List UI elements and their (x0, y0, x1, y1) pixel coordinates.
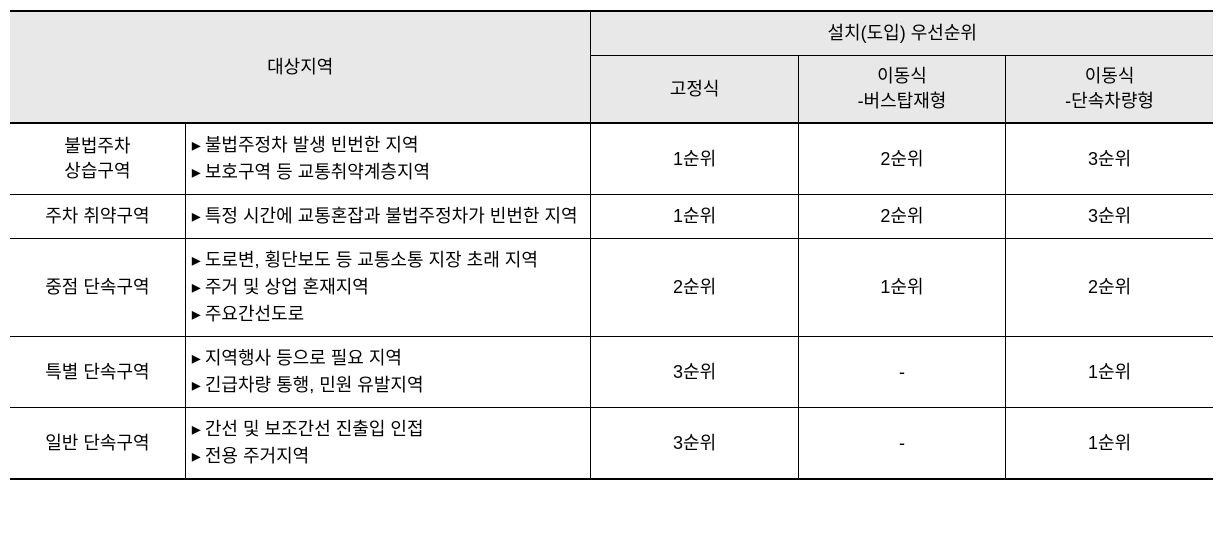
header-mobile-bus-line1: 이동식 (877, 66, 927, 86)
description-cell: 특정 시간에 교통혼잡과 불법주정차가 빈번한 지역 (185, 195, 591, 239)
description-item: 긴급차량 통행, 민원 유발지역 (192, 372, 581, 399)
zone-cell: 일반 단속구역 (10, 408, 185, 480)
description-item: 주요간선도로 (192, 301, 581, 328)
rank-fixed: 1순위 (591, 123, 798, 195)
table-row: 주차 취약구역 특정 시간에 교통혼잡과 불법주정차가 빈번한 지역 1순위2순위3… (10, 195, 1213, 239)
header-mobile-bus: 이동식 -버스탑재형 (798, 56, 1005, 124)
rank-mobile_vehicle: 3순위 (1006, 123, 1213, 195)
description-item: 보호구역 등 교통취약계층지역 (192, 159, 581, 186)
rank-mobile_bus: 2순위 (798, 195, 1005, 239)
description-item: 주거 및 상업 혼재지역 (192, 274, 581, 301)
description-cell: 불법주정차 발생 빈번한 지역보호구역 등 교통취약계층지역 (185, 123, 591, 195)
description-item: 도로변, 횡단보도 등 교통소통 지장 초래 지역 (192, 247, 581, 274)
header-priority-group: 설치(도입) 우선순위 (591, 11, 1213, 56)
table-row: 특별 단속구역지역행사 등으로 필요 지역긴급차량 통행, 민원 유발지역3순위… (10, 337, 1213, 408)
description-list: 지역행사 등으로 필요 지역긴급차량 통행, 민원 유발지역 (192, 345, 581, 399)
zone-line1: 불법주차 (64, 136, 130, 156)
description-item: 전용 주거지역 (192, 443, 581, 470)
rank-mobile_vehicle: 1순위 (1006, 408, 1213, 480)
rank-fixed: 3순위 (591, 337, 798, 408)
zone-cell: 주차 취약구역 (10, 195, 185, 239)
rank-mobile_vehicle: 3순위 (1006, 195, 1213, 239)
table-row: 불법주차상습구역불법주정차 발생 빈번한 지역보호구역 등 교통취약계층지역1순… (10, 123, 1213, 195)
description-cell: 간선 및 보조간선 진출입 인접전용 주거지역 (185, 408, 591, 480)
rank-fixed: 2순위 (591, 239, 798, 337)
rank-mobile_bus: 2순위 (798, 123, 1005, 195)
rank-mobile_vehicle: 2순위 (1006, 239, 1213, 337)
rank-fixed: 3순위 (591, 408, 798, 480)
description-cell: 지역행사 등으로 필요 지역긴급차량 통행, 민원 유발지역 (185, 337, 591, 408)
table-row: 중점 단속구역도로변, 횡단보도 등 교통소통 지장 초래 지역주거 및 상업 … (10, 239, 1213, 337)
description-list: 특정 시간에 교통혼잡과 불법주정차가 빈번한 지역 (192, 203, 581, 230)
zone-cell: 중점 단속구역 (10, 239, 185, 337)
header-mobile-vehicle-line1: 이동식 (1085, 66, 1135, 86)
zone-cell: 특별 단속구역 (10, 337, 185, 408)
zone-cell: 불법주차상습구역 (10, 123, 185, 195)
table-body: 불법주차상습구역불법주정차 발생 빈번한 지역보호구역 등 교통취약계층지역1순… (10, 123, 1213, 479)
description-list: 불법주정차 발생 빈번한 지역보호구역 등 교통취약계층지역 (192, 132, 581, 186)
header-mobile-vehicle: 이동식 -단속차량형 (1006, 56, 1213, 124)
rank-mobile_bus: 1순위 (798, 239, 1005, 337)
rank-mobile_bus: - (798, 337, 1005, 408)
header-fixed: 고정식 (591, 56, 798, 124)
description-item: 특정 시간에 교통혼잡과 불법주정차가 빈번한 지역 (192, 203, 581, 230)
description-item: 불법주정차 발생 빈번한 지역 (192, 132, 581, 159)
description-item: 지역행사 등으로 필요 지역 (192, 345, 581, 372)
header-target-zone: 대상지역 (10, 11, 591, 123)
description-list: 도로변, 횡단보도 등 교통소통 지장 초래 지역주거 및 상업 혼재지역주요간… (192, 247, 581, 328)
rank-mobile_vehicle: 1순위 (1006, 337, 1213, 408)
description-list: 간선 및 보조간선 진출입 인접전용 주거지역 (192, 416, 581, 470)
rank-mobile_bus: - (798, 408, 1005, 480)
table-row: 일반 단속구역간선 및 보조간선 진출입 인접전용 주거지역3순위-1순위 (10, 408, 1213, 480)
zone-line2: 상습구역 (64, 161, 130, 181)
rank-fixed: 1순위 (591, 195, 798, 239)
description-cell: 도로변, 횡단보도 등 교통소통 지장 초래 지역주거 및 상업 혼재지역주요간… (185, 239, 591, 337)
priority-table: 대상지역 설치(도입) 우선순위 고정식 이동식 -버스탑재형 이동식 -단속차… (10, 10, 1213, 480)
description-item: 간선 및 보조간선 진출입 인접 (192, 416, 581, 443)
header-mobile-bus-line2: -버스탑재형 (858, 91, 947, 111)
header-mobile-vehicle-line2: -단속차량형 (1065, 91, 1154, 111)
